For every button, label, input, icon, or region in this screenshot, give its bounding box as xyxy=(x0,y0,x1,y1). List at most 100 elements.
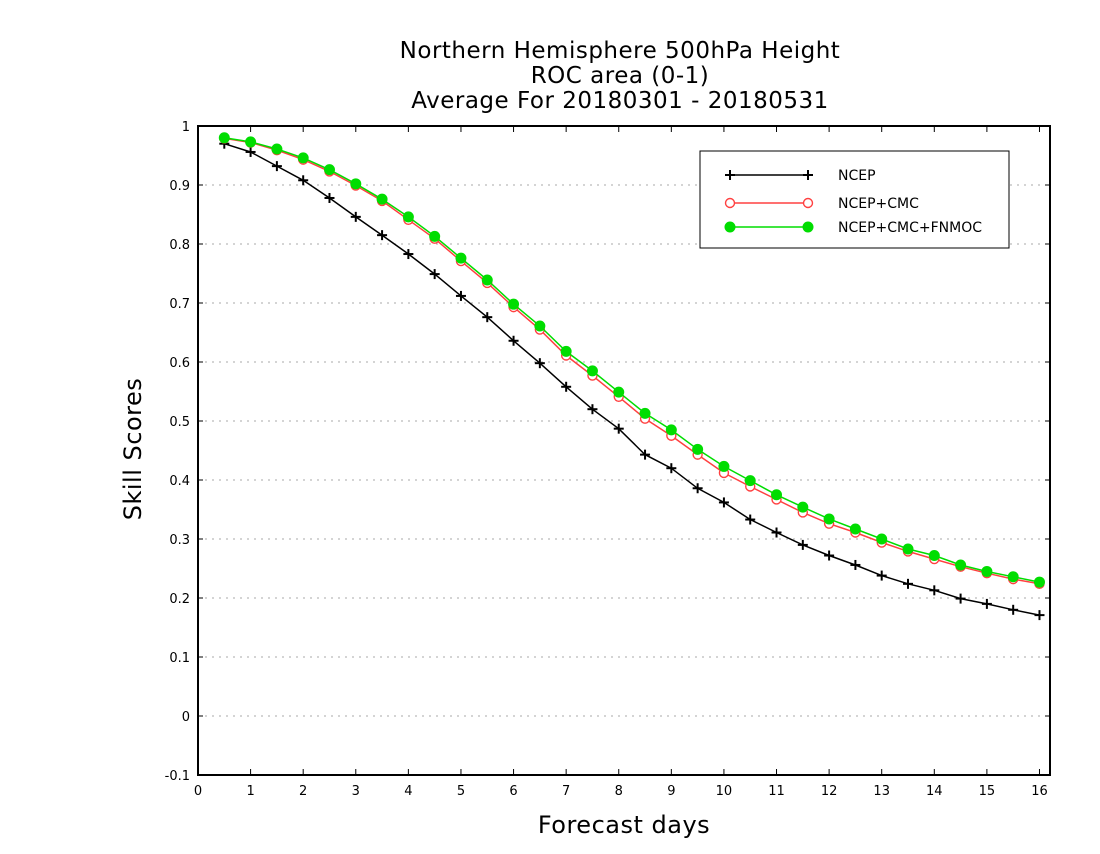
y-tick-label: 0.8 xyxy=(169,238,190,253)
x-tick-label: 9 xyxy=(667,784,675,799)
data-point-ncep xyxy=(482,312,493,323)
legend: NCEP NCEP+CMC NCEP+CMC+FNMOC xyxy=(699,150,1010,249)
data-point-ncep xyxy=(718,497,729,508)
data-point-ncep xyxy=(850,559,861,570)
data-point-ncep-cmc-fnmoc xyxy=(955,559,967,571)
data-point-ncep xyxy=(377,230,388,241)
x-tick-label: 13 xyxy=(873,784,890,799)
legend-marker-start-ncep-cmc xyxy=(724,197,736,209)
y-tick-label: 0 xyxy=(182,710,190,725)
data-point-ncep-cmc-fnmoc xyxy=(744,475,756,487)
data-point-ncep-cmc-fnmoc xyxy=(1007,571,1019,583)
legend-entry-ncep-cmc: NCEP+CMC xyxy=(724,196,919,212)
data-point-ncep-cmc-fnmoc xyxy=(323,164,335,176)
series-line-ncep xyxy=(224,142,1040,616)
chart-title-line-3: Average For 20180301 - 20180531 xyxy=(411,88,829,114)
y-tick-label: 0.7 xyxy=(169,297,190,312)
x-tick-label: 0 xyxy=(194,784,202,799)
data-point-ncep-cmc-fnmoc xyxy=(1033,576,1045,588)
data-point-ncep xyxy=(692,483,703,494)
data-point-ncep-cmc-fnmoc xyxy=(534,320,546,332)
series-ncep xyxy=(219,138,1045,621)
data-point-ncep-cmc-fnmoc xyxy=(218,132,230,144)
y-tick-label: 0.3 xyxy=(169,533,190,548)
y-tick-label: 0.5 xyxy=(169,415,190,430)
chart-title-line-1: Northern Hemisphere 500hPa Height xyxy=(400,38,841,64)
x-tick-label: 6 xyxy=(509,784,517,799)
data-point-ncep-cmc-fnmoc xyxy=(613,386,625,398)
data-point-ncep xyxy=(1008,604,1019,615)
x-tick-label: 5 xyxy=(457,784,465,799)
data-point-ncep-cmc-fnmoc xyxy=(665,424,677,436)
data-point-ncep-cmc-fnmoc xyxy=(849,523,861,535)
data-point-ncep-cmc-fnmoc xyxy=(508,298,520,310)
plot-frame xyxy=(197,125,1051,776)
data-point-ncep-cmc-fnmoc xyxy=(350,178,362,190)
legend-box xyxy=(699,150,1010,249)
axis-ticks: -0.100.10.20.30.40.50.60.70.80.910 1 2 3 4 5 6… xyxy=(165,120,1050,799)
data-point-ncep-cmc-fnmoc xyxy=(297,152,309,164)
x-tick-label: 8 xyxy=(615,784,623,799)
data-point-ncep-cmc-fnmoc xyxy=(560,345,572,357)
legend-marker-start-ncep xyxy=(725,170,735,180)
legend-entry-ncep-cmc-fnmoc: NCEP+CMC+FNMOC xyxy=(724,220,982,236)
x-axis-label: Forecast days xyxy=(538,811,710,839)
data-point-ncep xyxy=(587,404,598,415)
data-point-ncep xyxy=(534,358,545,369)
data-point-ncep xyxy=(929,585,940,596)
data-series xyxy=(218,132,1045,621)
y-tick-label: 1 xyxy=(182,120,190,135)
x-tick-label: 10 xyxy=(716,784,733,799)
x-tick-label: 2 xyxy=(299,784,307,799)
data-point-ncep-cmc-fnmoc xyxy=(692,443,704,455)
data-point-ncep xyxy=(824,550,835,561)
legend-label-ncep: NCEP xyxy=(838,168,876,184)
x-tick-label: 1 xyxy=(246,784,254,799)
data-point-ncep xyxy=(903,578,913,589)
data-point-ncep xyxy=(955,593,966,604)
data-point-ncep-cmc-fnmoc xyxy=(902,543,914,555)
data-point-ncep xyxy=(271,161,282,172)
data-point-ncep xyxy=(771,527,782,538)
y-tick-label: 0.4 xyxy=(169,474,190,489)
data-point-ncep-cmc-fnmoc xyxy=(402,211,414,223)
data-point-ncep-cmc-fnmoc xyxy=(771,489,783,501)
grid-lines xyxy=(198,184,1050,717)
data-point-ncep-cmc-fnmoc xyxy=(718,460,730,472)
data-point-ncep xyxy=(613,423,624,434)
data-point-ncep xyxy=(1034,610,1045,621)
data-point-ncep-cmc-fnmoc xyxy=(271,143,283,155)
x-tick-label: 16 xyxy=(1031,784,1048,799)
data-point-ncep-cmc-fnmoc xyxy=(429,230,441,242)
data-point-ncep xyxy=(640,449,651,460)
x-tick-label: 11 xyxy=(768,784,785,799)
data-point-ncep xyxy=(403,249,414,260)
data-point-ncep xyxy=(561,381,572,392)
chart-title-line-2: ROC area (0-1) xyxy=(531,63,710,89)
data-point-ncep xyxy=(876,570,887,581)
legend-entry-ncep: NCEP xyxy=(725,168,876,184)
legend-marker-end-ncep xyxy=(803,170,813,180)
x-tick-label: 15 xyxy=(979,784,996,799)
data-point-ncep-cmc-fnmoc xyxy=(245,136,257,148)
data-point-ncep-cmc-fnmoc xyxy=(823,513,835,525)
y-tick-label: 0.1 xyxy=(169,651,190,666)
data-point-ncep xyxy=(298,175,309,186)
x-tick-label: 7 xyxy=(562,784,570,799)
data-point-ncep-cmc-fnmoc xyxy=(928,550,940,562)
x-tick-label: 14 xyxy=(926,784,943,799)
data-point-ncep xyxy=(350,211,361,222)
y-tick-label: 0.6 xyxy=(169,356,190,371)
data-point-ncep xyxy=(981,598,992,609)
legend-marker-start-ncep-cmc-fnmoc xyxy=(724,221,736,233)
data-point-ncep xyxy=(745,514,756,525)
y-tick-label: 0.2 xyxy=(169,592,190,607)
data-point-ncep-cmc-fnmoc xyxy=(376,193,388,205)
legend-marker-end-ncep-cmc xyxy=(802,197,814,209)
data-point-ncep xyxy=(324,192,335,203)
data-point-ncep xyxy=(245,146,256,157)
y-tick-label: 0.9 xyxy=(169,179,190,194)
data-point-ncep xyxy=(797,539,808,550)
y-tick-label: -0.1 xyxy=(165,769,190,784)
